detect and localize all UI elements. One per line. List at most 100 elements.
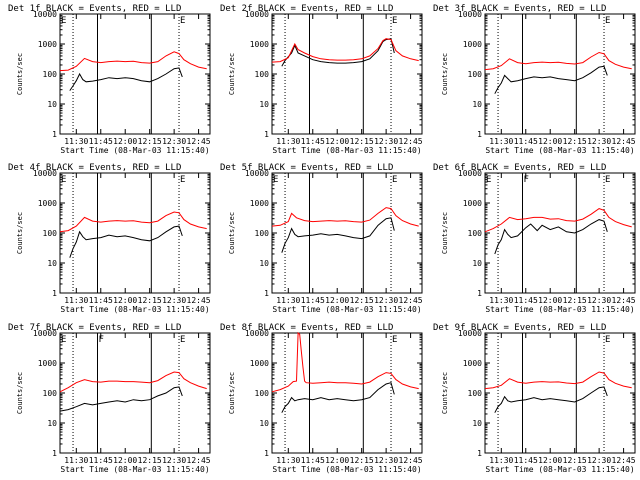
x-tick-label: 11:30 xyxy=(276,296,300,305)
y-tick-label: 1 xyxy=(264,449,269,458)
y-axis-label: Counts/sec xyxy=(228,53,236,95)
x-tick-label: 12:15 xyxy=(350,296,374,305)
x-axis-label: Start Time (08-Mar-03 11:15:40) xyxy=(60,305,209,314)
x-tick-label: 12:45 xyxy=(187,456,211,465)
y-tick-label: 10 xyxy=(472,419,482,428)
plot-frame xyxy=(59,332,211,454)
events-series-line xyxy=(281,382,395,413)
plot-frame xyxy=(59,13,211,135)
x-tick-label: 12:00 xyxy=(538,456,562,465)
x-tick-label: 12:45 xyxy=(187,296,211,305)
chart-panel-3: Det 3f BLACK = Events, RED = LLD 1 10 100 10… xyxy=(433,4,636,155)
lld-series-line xyxy=(484,371,632,390)
x-tick-label: 12:45 xyxy=(612,456,636,465)
y-tick-label: 1000 xyxy=(250,199,269,208)
panel-title: Det 6f BLACK = Events, RED = LLD xyxy=(433,163,606,173)
events-series-line xyxy=(494,219,608,255)
x-tick-label: 12:45 xyxy=(612,296,636,305)
panel-title: Det 8f BLACK = Events, RED = LLD xyxy=(220,323,393,333)
x-tick-label: 11:30 xyxy=(64,296,88,305)
x-tick-label: 11:45 xyxy=(89,456,113,465)
y-tick-label: 10000 xyxy=(33,169,57,178)
y-tick-label: 10000 xyxy=(245,169,269,178)
chart-panel-2: Det 2f BLACK = Events, RED = LLD 1 10 100 10… xyxy=(220,4,423,155)
y-axis-label: Counts/sec xyxy=(16,372,24,414)
events-series-line xyxy=(59,386,183,412)
x-tick-label: 11:45 xyxy=(514,456,538,465)
y-tick-label: 10 xyxy=(259,100,269,109)
y-tick-label: 10 xyxy=(47,419,57,428)
panel-title: Det 7f BLACK = Events, RED = LLD xyxy=(8,323,181,333)
y-tick-label: 10 xyxy=(472,100,482,109)
y-tick-label: 10000 xyxy=(245,329,269,338)
x-tick-label: 12:15 xyxy=(350,456,374,465)
interval-letter: E xyxy=(392,16,397,26)
y-tick-label: 10 xyxy=(47,100,57,109)
x-tick-label: 12:15 xyxy=(138,456,162,465)
x-tick-label: 11:45 xyxy=(89,137,113,146)
x-tick-label: 12:00 xyxy=(113,137,137,146)
y-tick-label: 100 xyxy=(255,389,270,398)
x-tick-label: 12:45 xyxy=(399,137,423,146)
plot-frame xyxy=(484,332,636,454)
interval-letter: E xyxy=(61,175,66,185)
x-axis-label: Start Time (08-Mar-03 11:15:40) xyxy=(60,146,209,155)
x-tick-label: 12:30 xyxy=(374,456,398,465)
x-axis-label: Start Time (08-Mar-03 11:15:40) xyxy=(272,146,421,155)
x-tick-label: 12:15 xyxy=(563,296,587,305)
y-tick-label: 10000 xyxy=(245,10,269,19)
y-tick-label: 10000 xyxy=(458,329,482,338)
y-axis-label: Counts/sec xyxy=(228,212,236,254)
interval-letter: E xyxy=(392,335,397,345)
x-tick-label: 12:45 xyxy=(399,456,423,465)
y-tick-label: 1000 xyxy=(463,199,482,208)
y-tick-label: 1000 xyxy=(38,359,57,368)
x-tick-label: 11:30 xyxy=(489,137,513,146)
x-tick-label: 12:00 xyxy=(113,296,137,305)
interval-letter: E xyxy=(180,16,185,26)
interval-letter: E xyxy=(605,175,610,185)
x-axis-label: Start Time (08-Mar-03 11:15:40) xyxy=(485,146,634,155)
x-tick-label: 12:30 xyxy=(374,296,398,305)
lld-series-line xyxy=(271,207,419,227)
events-series-line xyxy=(494,65,608,94)
y-tick-label: 100 xyxy=(468,229,483,238)
interval-letter: E xyxy=(180,175,185,185)
y-axis-label: Counts/sec xyxy=(441,212,449,254)
lld-series-line xyxy=(59,51,207,72)
x-tick-label: 12:15 xyxy=(350,137,374,146)
x-tick-label: 12:30 xyxy=(162,456,186,465)
y-tick-label: 10 xyxy=(472,259,482,268)
x-tick-label: 12:15 xyxy=(138,296,162,305)
panel-title: Det 1f BLACK = Events, RED = LLD xyxy=(8,4,181,14)
x-tick-label: 12:30 xyxy=(162,296,186,305)
x-tick-label: 11:30 xyxy=(489,456,513,465)
plot-frame xyxy=(484,13,636,135)
y-tick-label: 1000 xyxy=(38,199,57,208)
x-tick-label: 12:45 xyxy=(399,296,423,305)
events-series-line xyxy=(281,217,395,253)
y-tick-label: 1 xyxy=(52,130,57,139)
x-tick-label: 11:30 xyxy=(64,137,88,146)
interval-letter: E xyxy=(180,335,185,345)
x-tick-label: 12:00 xyxy=(113,456,137,465)
x-tick-label: 11:45 xyxy=(514,137,538,146)
y-tick-label: 1000 xyxy=(463,359,482,368)
x-tick-label: 11:45 xyxy=(301,137,325,146)
y-tick-label: 10000 xyxy=(33,329,57,338)
x-tick-label: 12:30 xyxy=(162,137,186,146)
panel-title: Det 2f BLACK = Events, RED = LLD xyxy=(220,4,393,14)
chart-panel-4: Det 4f BLACK = Events, RED = LLD 1 10 100 10… xyxy=(8,163,211,314)
x-tick-label: 11:45 xyxy=(514,296,538,305)
lld-series-line xyxy=(59,211,207,233)
y-tick-label: 1 xyxy=(477,289,482,298)
y-tick-label: 1 xyxy=(477,130,482,139)
y-axis-label: Counts/sec xyxy=(441,372,449,414)
x-tick-label: 12:45 xyxy=(187,137,211,146)
x-tick-label: 12:30 xyxy=(587,296,611,305)
plot-frame xyxy=(271,332,423,454)
x-tick-label: 12:15 xyxy=(563,456,587,465)
y-tick-label: 10 xyxy=(259,259,269,268)
chart-panel-7: Det 7f BLACK = Events, RED = LLD 1 10 100 10… xyxy=(8,323,211,474)
y-tick-label: 10000 xyxy=(458,169,482,178)
